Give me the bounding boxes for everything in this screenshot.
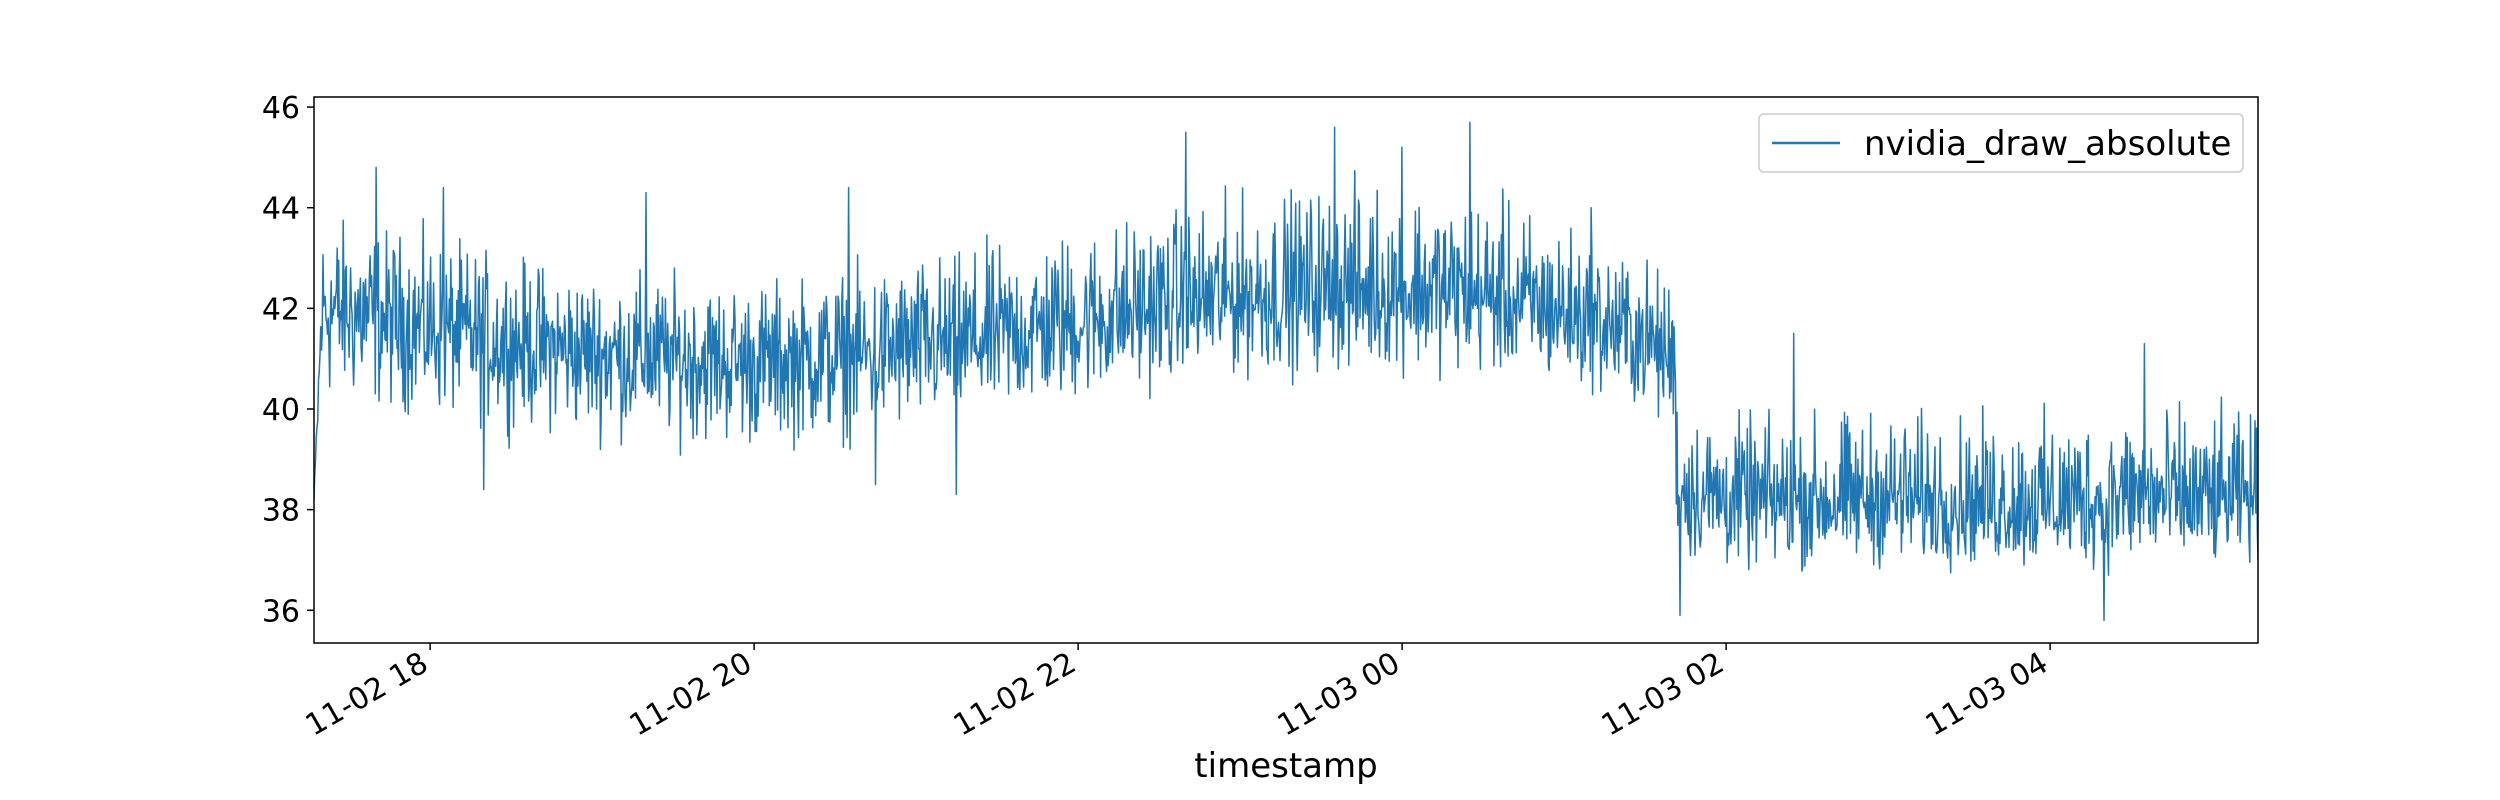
y-tick-label: 38 [262, 494, 300, 529]
series-layer [314, 121, 2258, 622]
y-tick-label: 40 [262, 393, 300, 428]
y-tick-label: 44 [262, 192, 300, 227]
legend: nvidia_draw_absolute [1758, 113, 2244, 173]
y-tick-label: 42 [262, 292, 300, 327]
y-tick-label: 36 [262, 594, 300, 629]
plot-frame [313, 96, 2259, 644]
legend-label: nvidia_draw_absolute [1864, 124, 2231, 164]
series-line-nvidia-draw-absolute [314, 121, 2258, 622]
y-axis: 36 38 40 42 44 46 [262, 91, 314, 629]
x-axis-title: timestamp [1194, 746, 1377, 786]
y-tick-label: 46 [262, 91, 300, 126]
legend-box [1758, 113, 2244, 173]
